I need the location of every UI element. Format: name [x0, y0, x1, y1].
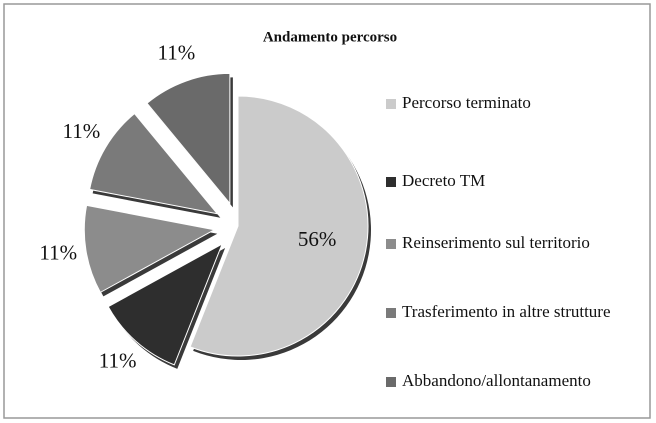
data-label: 11%: [99, 348, 137, 372]
pie-slice: [83, 204, 216, 294]
data-label: 56%: [298, 227, 337, 251]
pie-slice: [189, 95, 369, 357]
pie-slice: [107, 242, 224, 366]
legend-label: Abbandono/allontanamento: [402, 371, 591, 390]
legend-swatch: [386, 177, 396, 187]
pie-slice: [89, 112, 219, 215]
legend-label: Trasferimento in altre strutture: [402, 302, 611, 321]
data-label: 11%: [39, 240, 77, 264]
data-label: 11%: [157, 41, 195, 65]
data-label: 11%: [62, 119, 100, 143]
legend-label: Decreto TM: [402, 171, 485, 190]
pie-slice: [146, 72, 231, 205]
legend-swatch: [386, 239, 396, 249]
legend-label: Reinserimento sul territorio: [402, 233, 590, 252]
legend-swatch: [386, 308, 396, 318]
chart-title: Andamento percorso: [263, 29, 397, 45]
legend-swatch: [386, 377, 396, 387]
legend-label: Percorso terminato: [402, 93, 531, 112]
legend-swatch: [386, 99, 396, 109]
